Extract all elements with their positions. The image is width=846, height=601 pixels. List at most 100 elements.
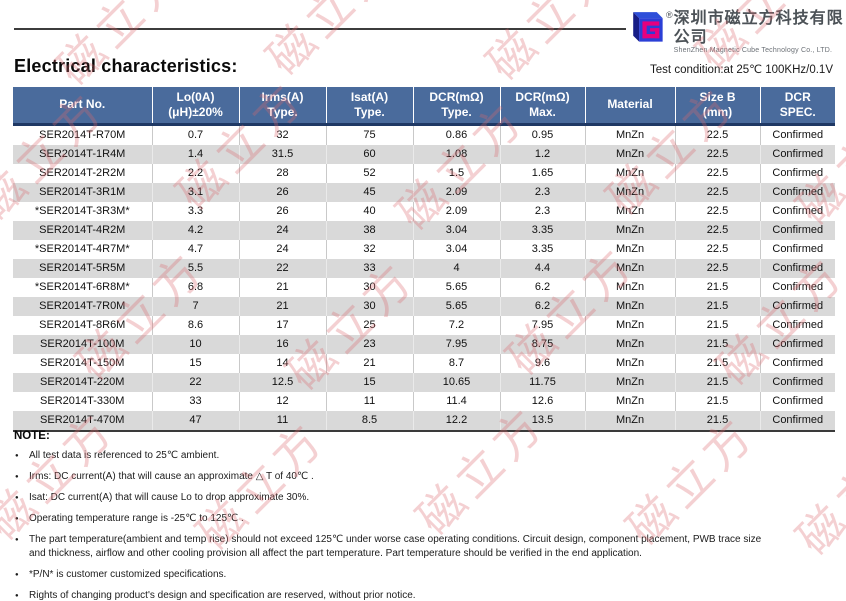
cell-part-no: SER2014T-150M: [13, 353, 153, 373]
page-title: Electrical characteristics:: [14, 56, 238, 76]
company-name-english: ShenZhen Magnetic Cube Technology Co., L…: [673, 47, 833, 54]
cell-material: MnZn: [585, 391, 676, 411]
cell-irms: 22: [239, 258, 327, 278]
cell-size-b: 22.5: [675, 220, 761, 240]
cell-irms: 26: [239, 182, 327, 202]
cell-part-no: SER2014T-7R0M: [13, 296, 153, 316]
cell-lo-0a: 3.3: [152, 201, 240, 221]
table-row: SER2014T-220M 22 12.5 15 10.65 11.75 MnZn 21.5 C…: [13, 372, 835, 392]
cell-part-no: SER2014T-5R5M: [13, 258, 153, 278]
table-row: SER2014T-1R4M 1.4 31.5 60 1.08 1.2 MnZn 22.5 Con…: [13, 144, 835, 164]
cell-isat: 25: [326, 315, 414, 335]
title-row: Electrical characteristics: Test conditi…: [14, 56, 833, 77]
company-name-chinese: 深圳市磁立方科技有限公司: [673, 10, 844, 46]
cell-isat: 11: [326, 391, 414, 411]
cell-dcr-max: 6.2: [500, 296, 586, 316]
cell-part-no: SER2014T-470M: [13, 410, 153, 431]
cell-material: MnZn: [585, 220, 676, 240]
cell-dcr-spec: Confirmed: [772, 261, 824, 274]
table-row: SER2014T-3R1M 3.1 26 45 2.09 2.3 MnZn 22.5 Confi…: [13, 182, 835, 202]
cell-isat: 15: [326, 372, 414, 392]
cell-size-b: 21.5: [675, 410, 761, 431]
cell-size-b: 22.5: [675, 124, 761, 145]
cell-irms: 24: [239, 220, 327, 240]
table-row: SER2014T-2R2M 2.2 28 52 1.5 1.65 MnZn 22.5 Confi…: [13, 163, 835, 183]
cell-dcr-max: 12.6: [500, 391, 586, 411]
table-row: SER2014T-100M 10 16 23 7.95 8.75 MnZn 21.5 Confi…: [13, 334, 835, 354]
cell-size-b: 21.5: [675, 391, 761, 411]
cell-dcr-max: 2.3: [500, 201, 586, 221]
cell-irms: 26: [239, 201, 327, 221]
notes-section: NOTE: All test data is referenced to 25℃…: [14, 430, 794, 601]
cell-material: MnZn: [585, 277, 676, 297]
cell-dcr-max: 3.35: [500, 220, 586, 240]
note-item: *P/N* is customer customized specificati…: [14, 568, 774, 582]
cell-material: MnZn: [585, 410, 676, 431]
cell-isat: 60: [326, 144, 414, 164]
cell-dcr-spec: Confirmed: [772, 337, 824, 350]
cell-part-no: *SER2014T-6R8M*: [13, 277, 153, 297]
cell-lo-0a: 5.5: [152, 258, 240, 278]
table-row: SER2014T-4R2M 4.2 24 38 3.04 3.35 MnZn 22.5 Conf…: [13, 220, 835, 240]
table-row: *SER2014T-3R3M* 3.3 26 40 2.09 2.3 MnZn 22.5 Con…: [13, 201, 835, 221]
cell-dcr-max: 11.75: [500, 372, 586, 392]
cell-irms: 16: [239, 334, 327, 354]
cell-dcr-max: 13.5: [500, 410, 586, 431]
cell-part-no: SER2014T-8R6M: [13, 315, 153, 335]
electrical-characteristics-table: Part No. Lo(0A) (μH)±20% Irms(A) Type. Isat(A…: [13, 87, 835, 432]
cell-dcr-type: 7.95: [413, 334, 501, 354]
cell-dcr-type: 1.5: [413, 163, 501, 183]
cell-part-no: SER2014T-100M: [13, 334, 153, 354]
cell-material: MnZn: [585, 353, 676, 373]
cell-dcr-type: 1.08: [413, 144, 501, 164]
cell-part-no: SER2014T-4R2M: [13, 220, 153, 240]
cell-part-no: SER2014T-330M: [13, 391, 153, 411]
cell-dcr-spec: Confirmed: [772, 128, 824, 141]
table-row: SER2014T-7R0M 7 21 30 5.65 6.2 MnZn 21.5 Confirm…: [13, 296, 835, 316]
cell-dcr-spec: Confirmed: [772, 356, 824, 369]
cell-size-b: 21.5: [675, 334, 761, 354]
column-header-dcr-spec: DCR SPEC.: [760, 87, 835, 124]
cell-size-b: 21.5: [675, 353, 761, 373]
cell-part-no: SER2014T-2R2M: [13, 163, 153, 183]
cell-dcr-spec: Confirmed: [772, 147, 824, 160]
cell-isat: 52: [326, 163, 414, 183]
cell-size-b: 22.5: [675, 201, 761, 221]
cell-lo-0a: 4.7: [152, 239, 240, 259]
cell-lo-0a: 1.4: [152, 144, 240, 164]
table-row: *SER2014T-4R7M* 4.7 24 32 3.04 3.35 MnZn 22.5 Co…: [13, 239, 835, 259]
column-header-isat: Isat(A) Type.: [326, 87, 414, 124]
cell-irms: 12: [239, 391, 327, 411]
cell-lo-0a: 15: [152, 353, 240, 373]
cell-irms: 24: [239, 239, 327, 259]
cell-dcr-type: 5.65: [413, 277, 501, 297]
cell-dcr-max: 4.4: [500, 258, 586, 278]
cell-dcr-max: 3.35: [500, 239, 586, 259]
cell-dcr-type: 12.2: [413, 410, 501, 431]
table-row: SER2014T-5R5M 5.5 22 33 4 4.4 MnZn 22.5 Confirme…: [13, 258, 835, 278]
note-item: Rights of changing product's design and …: [14, 589, 774, 601]
cell-dcr-max: 6.2: [500, 277, 586, 297]
cell-dcr-spec: Confirmed: [772, 223, 824, 236]
cell-material: MnZn: [585, 124, 676, 145]
notes-list: All test data is referenced to 25℃ ambie…: [14, 449, 794, 601]
cell-isat: 40: [326, 201, 414, 221]
cell-isat: 30: [326, 277, 414, 297]
table-row: SER2014T-150M 15 14 21 8.7 9.6 MnZn 21.5 Confirm…: [13, 353, 835, 373]
cell-dcr-max: 1.2: [500, 144, 586, 164]
cell-material: MnZn: [585, 296, 676, 316]
cell-size-b: 21.5: [675, 315, 761, 335]
table-row: SER2014T-470M 47 11 8.5 12.2 13.5 MnZn 21.5 Conf…: [13, 410, 835, 431]
table-row: SER2014T-R70M 0.7 32 75 0.86 0.95 MnZn 22.5 Conf…: [13, 124, 835, 145]
cell-irms: 21: [239, 277, 327, 297]
cell-irms: 21: [239, 296, 327, 316]
cell-dcr-max: 2.3: [500, 182, 586, 202]
cell-part-no: SER2014T-3R1M: [13, 182, 153, 202]
cell-size-b: 22.5: [675, 258, 761, 278]
table-row: *SER2014T-6R8M* 6.8 21 30 5.65 6.2 MnZn 21.5 Con…: [13, 277, 835, 297]
cell-irms: 14: [239, 353, 327, 373]
cell-material: MnZn: [585, 239, 676, 259]
cell-dcr-spec: Confirmed: [772, 413, 824, 426]
cell-isat: 33: [326, 258, 414, 278]
